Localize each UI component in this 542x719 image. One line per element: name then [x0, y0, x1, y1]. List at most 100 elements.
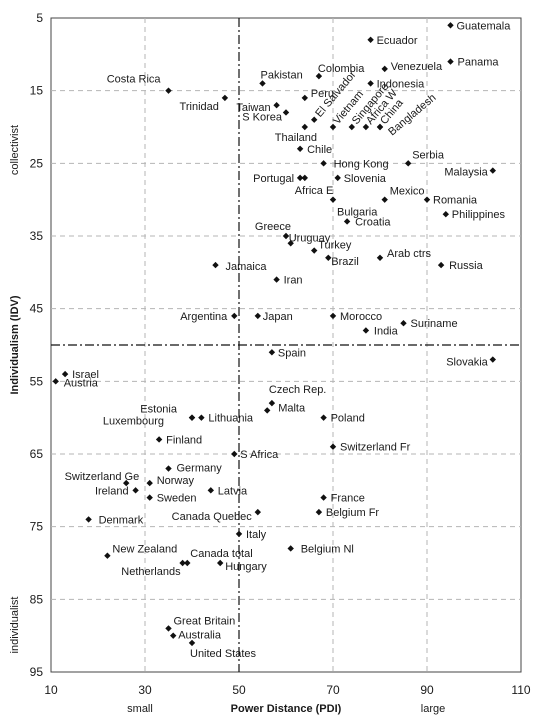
point-malta	[264, 407, 271, 414]
point-pakistan	[259, 80, 266, 87]
point-slovakia	[489, 356, 496, 363]
x-note-low: small	[127, 703, 153, 715]
label-morocco: Morocco	[340, 311, 382, 323]
point-norway	[146, 479, 153, 487]
point-guatemala	[447, 22, 454, 29]
point-italy	[235, 530, 243, 538]
label-switzerland-ge: Switzerland Ge	[65, 471, 140, 483]
point-czech-rep	[268, 399, 276, 407]
point-latvia	[207, 487, 214, 494]
point-taiwan	[273, 102, 280, 109]
point-arab-ctrs	[376, 254, 384, 261]
label-suriname: Suriname	[411, 318, 458, 330]
label-australia: Australia	[178, 630, 222, 642]
label-luxembourg: Luxembourg	[103, 416, 164, 428]
point-united-states	[188, 639, 196, 647]
label-turkey: Turkey	[318, 240, 352, 252]
label-serbia: Serbia	[412, 149, 445, 161]
label-great-britain: Great Britain	[174, 615, 236, 627]
point-spain	[268, 349, 276, 356]
label-uruguay: Uruguay	[289, 232, 331, 244]
point-japan	[254, 312, 261, 320]
y-tick-95: 95	[30, 665, 44, 679]
label-finland: Finland	[166, 434, 202, 446]
point-germany	[165, 465, 172, 472]
label-chile: Chile	[307, 144, 332, 156]
point-greece	[282, 232, 290, 240]
label-united-states: United States	[190, 648, 257, 660]
y-note-bottom: individualist	[9, 597, 21, 654]
point-denmark	[85, 516, 92, 523]
point-bulgaria	[329, 196, 337, 203]
point-sweden	[146, 494, 153, 501]
label-taiwan: Taiwan	[236, 102, 270, 114]
x-note-high: large	[421, 703, 445, 715]
data-points	[52, 22, 496, 647]
label-panama: Panama	[458, 57, 500, 69]
label-trinidad: Trinidad	[180, 101, 219, 113]
point-s-korea	[282, 109, 290, 116]
point-poland	[320, 414, 327, 421]
point-croatia	[343, 218, 351, 225]
point-india	[362, 327, 370, 334]
label-netherlands: Netherlands	[121, 566, 181, 578]
y-tick-35: 35	[30, 229, 44, 243]
label-malta: Malta	[278, 402, 306, 414]
label-slovenia: Slovenia	[344, 173, 387, 185]
label-s-korea: S Korea	[242, 111, 283, 123]
x-tick-30: 30	[138, 683, 152, 697]
quadrant-dividers	[51, 18, 521, 672]
point-belgium-nl	[287, 545, 294, 552]
point-indonesia	[367, 80, 374, 87]
label-greece: Greece	[255, 221, 291, 233]
point-lithuania	[198, 414, 205, 421]
point-thailand	[301, 123, 308, 131]
label-malaysia: Malaysia	[444, 167, 488, 179]
point-canada-total	[184, 559, 191, 567]
point-russia	[437, 261, 445, 269]
label-russia: Russia	[449, 260, 484, 272]
x-tick-70: 70	[326, 683, 340, 697]
label-canada-total: Canada total	[190, 548, 252, 560]
x-tick-10: 10	[44, 683, 58, 697]
label-france: France	[331, 493, 365, 505]
point-netherlands	[179, 559, 186, 567]
y-tick-55: 55	[30, 374, 44, 388]
y-tick-75: 75	[30, 520, 44, 534]
label-canada-quebec: Canada Quebec	[172, 511, 253, 523]
point-israel	[61, 370, 69, 378]
point-new-zealand	[104, 552, 111, 559]
label-estonia: Estonia	[140, 404, 178, 416]
x-axis-title: Power Distance (PDI)	[231, 703, 342, 715]
point-trinidad	[221, 94, 229, 102]
label-latvia: Latvia	[218, 485, 248, 497]
label-colombia: Colombia	[318, 63, 365, 75]
y-note-top: collectivist	[9, 125, 21, 175]
point-turkey	[311, 247, 318, 254]
point-costa-rica	[165, 87, 172, 94]
label-czech-rep: Czech Rep.	[269, 384, 326, 396]
label-guatemala: Guatemala	[457, 20, 512, 32]
point-vietnam	[329, 123, 337, 131]
point-mexico	[381, 196, 388, 203]
y-tick-5: 5	[36, 11, 43, 25]
label-venezuela: Venezuela	[391, 61, 443, 73]
label-spain: Spain	[278, 347, 306, 359]
label-jamaica: Jamaica	[226, 261, 268, 273]
label-israel: Israel	[72, 369, 99, 381]
label-indonesia: Indonesia	[377, 78, 426, 90]
point-peru	[301, 94, 308, 102]
label-norway: Norway	[157, 475, 195, 487]
point-iran	[273, 276, 280, 283]
point-colombia	[315, 72, 323, 80]
label-costa-rica: Costa Rica	[107, 74, 162, 86]
y-tick-85: 85	[30, 592, 44, 606]
point-finland	[155, 436, 163, 443]
point-ecuador	[367, 36, 374, 43]
point-bangladesh	[376, 123, 384, 131]
label-africa-e: Africa E	[295, 185, 334, 197]
label-bulgaria: Bulgaria	[337, 207, 378, 219]
label-ireland: Ireland	[95, 485, 129, 497]
label-lithuania: Lithuania	[208, 413, 254, 425]
label-brazil: Brazil	[331, 256, 359, 268]
